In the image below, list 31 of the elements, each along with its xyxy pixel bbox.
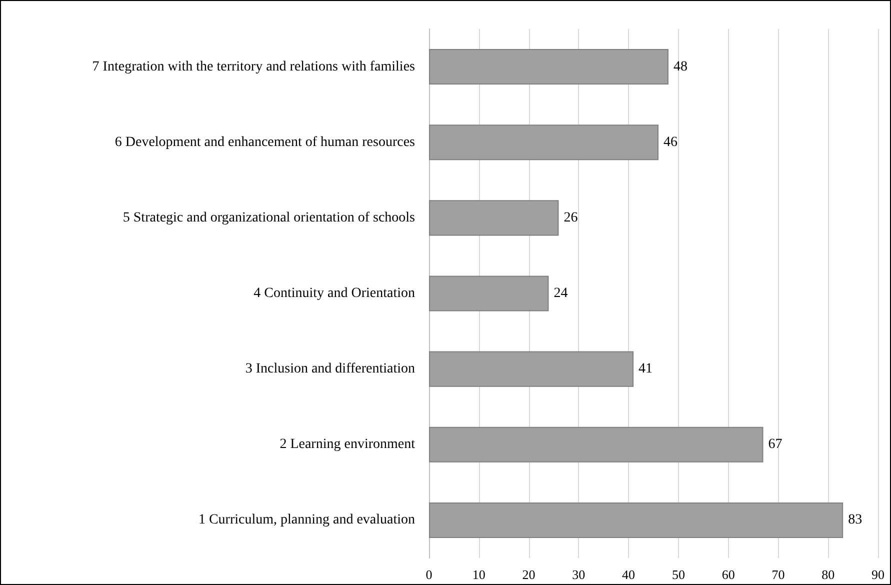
- data-label: 26: [564, 210, 578, 226]
- x-tick-label: 0: [426, 567, 432, 582]
- y-tick-label: 6 Development and enhancement of human resources: [114, 134, 415, 150]
- data-label: 41: [638, 362, 653, 377]
- data-label: 67: [768, 437, 782, 452]
- x-tick-label: 60: [722, 567, 735, 582]
- y-tick-label: 5 Strategic and organizational orientation of schools: [122, 210, 415, 226]
- data-label: 48: [673, 59, 688, 74]
- y-tick-label: 4 Continuity and Orientation: [254, 286, 415, 301]
- y-tick-label: 3 Inclusion and differentiation: [245, 362, 415, 377]
- data-label: 24: [554, 286, 568, 301]
- bar: [429, 124, 658, 160]
- x-tick-label: 50: [672, 567, 685, 582]
- bar: [429, 200, 559, 236]
- x-tick-label: 20: [522, 567, 536, 582]
- x-tick-label: 30: [572, 567, 586, 582]
- y-tick-label: 1 Curriculum, planning and evaluation: [198, 512, 415, 528]
- y-tick-label: 2 Learning environment: [280, 437, 416, 452]
- data-label: 83: [848, 512, 862, 528]
- y-tick-label: 7 Integration with the territory and relations with families: [92, 59, 415, 74]
- x-tick-label: 40: [622, 567, 636, 582]
- bar: [429, 49, 668, 85]
- bar: [429, 426, 764, 462]
- x-tick-label: 80: [822, 567, 835, 582]
- bar: [429, 502, 844, 538]
- data-label: 46: [663, 134, 678, 150]
- x-tick-label: 10: [472, 567, 486, 582]
- bar: [429, 276, 549, 312]
- bar: [429, 351, 634, 387]
- x-tick-label: 70: [772, 567, 785, 582]
- x-tick-label: 90: [872, 567, 884, 582]
